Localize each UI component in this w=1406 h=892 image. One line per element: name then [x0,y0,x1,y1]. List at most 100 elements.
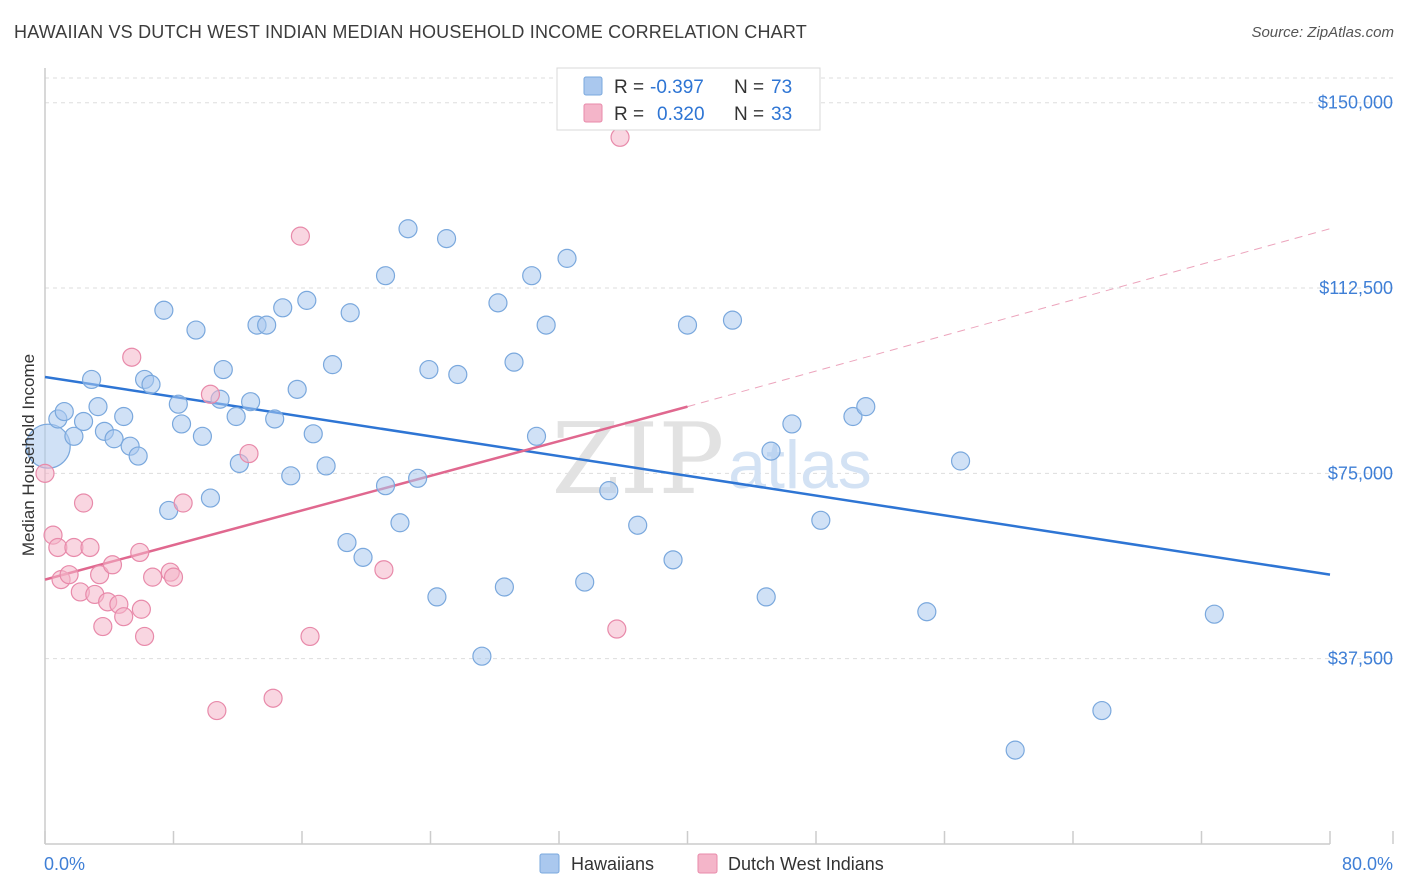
series-dutch-west-indians-points [35,127,630,721]
point-hawaiians-33 [303,424,323,444]
point-hawaiians-19 [192,426,213,446]
point-hawaiians-52 [522,266,542,286]
point-hawaiians-28 [265,409,285,429]
legend-n-value-2: 33 [771,104,792,125]
point-dutch-west-indians-8 [80,537,100,558]
point-dutch-west-indians-10 [90,565,110,585]
y-tick-label-1: $112,500 [1319,278,1393,298]
point-hawaiians-6 [88,397,108,417]
point-hawaiians-57 [599,481,619,501]
x-tick-labels: 0.0% 80.0% [44,854,1393,874]
point-hawaiians-14 [154,300,174,320]
point-hawaiians-8 [104,429,124,449]
point-dutch-west-indians-0 [35,463,55,483]
point-hawaiians-45 [427,587,447,607]
point-hawaiians-3 [64,426,84,446]
point-dutch-west-indians-32 [610,127,630,147]
legend-n-label-2: N = [734,104,769,125]
legend-swatch-hawaiians [583,76,603,96]
point-dutch-west-indians-2 [48,537,68,558]
point-hawaiians-40 [375,476,396,496]
point-hawaiians-32 [297,290,317,310]
y-tick-label-2: $75,000 [1328,463,1393,483]
point-hawaiians-42 [398,219,418,239]
point-hawaiians-46 [436,229,457,249]
point-dutch-west-indians-16 [122,347,142,367]
legend-r-value-1: -0.397 [650,77,704,98]
legend-bottom-label-hawaiians: Hawaiians [571,854,654,874]
point-hawaiians-5 [81,369,102,390]
point-hawaiians-72 [1204,604,1224,624]
watermark: ZIP atlas [552,403,872,517]
data-points [25,127,1224,760]
point-hawaiians-23 [226,406,246,427]
legend-r-label-1: R = [614,77,649,98]
y-axis-label: Median Household Income [19,354,38,556]
trendline-series-0 [44,375,1331,576]
point-hawaiians-60 [677,315,698,335]
point-hawaiians-43 [408,468,428,488]
legend-n-label-1: N = [734,77,769,98]
point-hawaiians-58 [628,515,648,535]
legend-r-value-2: 0.320 [657,104,705,125]
point-dutch-west-indians-24 [200,384,221,404]
legend-swatch-dutch-west-indians [583,103,603,123]
point-hawaiians-54 [536,315,556,335]
point-hawaiians-66 [843,406,863,427]
x-tick-label-0: 0.0% [44,854,85,874]
point-dutch-west-indians-4 [59,565,79,585]
point-dutch-west-indians-15 [114,607,134,627]
point-hawaiians-35 [322,355,343,375]
point-hawaiians-41 [390,513,410,533]
point-hawaiians-61 [722,310,743,330]
trendlines [44,228,1331,581]
point-hawaiians-22 [213,359,233,380]
point-hawaiians-31 [287,379,307,399]
series-legend: Hawaiians Dutch West Indians [539,853,884,874]
point-hawaiians-48 [472,646,492,666]
gridlines [45,77,1393,660]
point-hawaiians-25 [241,392,261,412]
point-hawaiians-69 [950,451,971,471]
y-tick-label-0: $150,000 [1318,93,1393,113]
point-hawaiians-67 [856,397,876,417]
legend-r-label-2: R = [614,104,649,125]
point-dutch-west-indians-23 [173,493,193,513]
point-dutch-west-indians-26 [239,443,259,464]
point-dutch-west-indians-31 [607,619,627,639]
trendline-extension-series-1 [687,228,1331,408]
point-dutch-west-indians-28 [290,226,310,246]
point-dutch-west-indians-13 [102,555,123,575]
point-dutch-west-indians-11 [93,616,113,637]
point-hawaiians-70 [1005,740,1025,760]
point-hawaiians-55 [557,248,577,268]
y-tick-label-3: $37,500 [1328,649,1393,669]
point-hawaiians-27 [257,315,277,335]
point-hawaiians-20 [200,488,221,508]
point-dutch-west-indians-22 [163,567,184,587]
point-dutch-west-indians-17 [130,542,150,563]
point-hawaiians-30 [281,466,301,486]
point-dutch-west-indians-20 [143,567,163,587]
point-hawaiians-36 [337,532,357,553]
point-hawaiians-16 [168,394,188,414]
svg-text:R = -0.397 N =: R = -0.397 N = 73 R = 0.320 N = 33 [614,77,797,125]
point-hawaiians-47 [448,364,468,385]
chart-source: Source: ZipAtlas.com [1251,24,1394,41]
point-hawaiians-13 [141,374,161,394]
x-tick-label-1: 80.0% [1342,854,1393,874]
watermark-atlas: atlas [728,427,872,503]
point-hawaiians-53 [526,426,547,446]
point-hawaiians-18 [186,320,206,340]
point-dutch-west-indians-5 [64,537,84,558]
point-hawaiians-56 [575,572,595,592]
point-dutch-west-indians-25 [207,700,227,721]
point-hawaiians-68 [917,602,937,622]
stats-legend: R = -0.397 N = 73 R = 0.320 N = 33 [556,67,821,131]
point-hawaiians-11 [128,446,148,466]
point-hawaiians-37 [340,303,360,323]
point-dutch-west-indians-30 [374,560,394,580]
point-hawaiians-59 [663,550,683,570]
point-hawaiians-49 [488,293,508,313]
